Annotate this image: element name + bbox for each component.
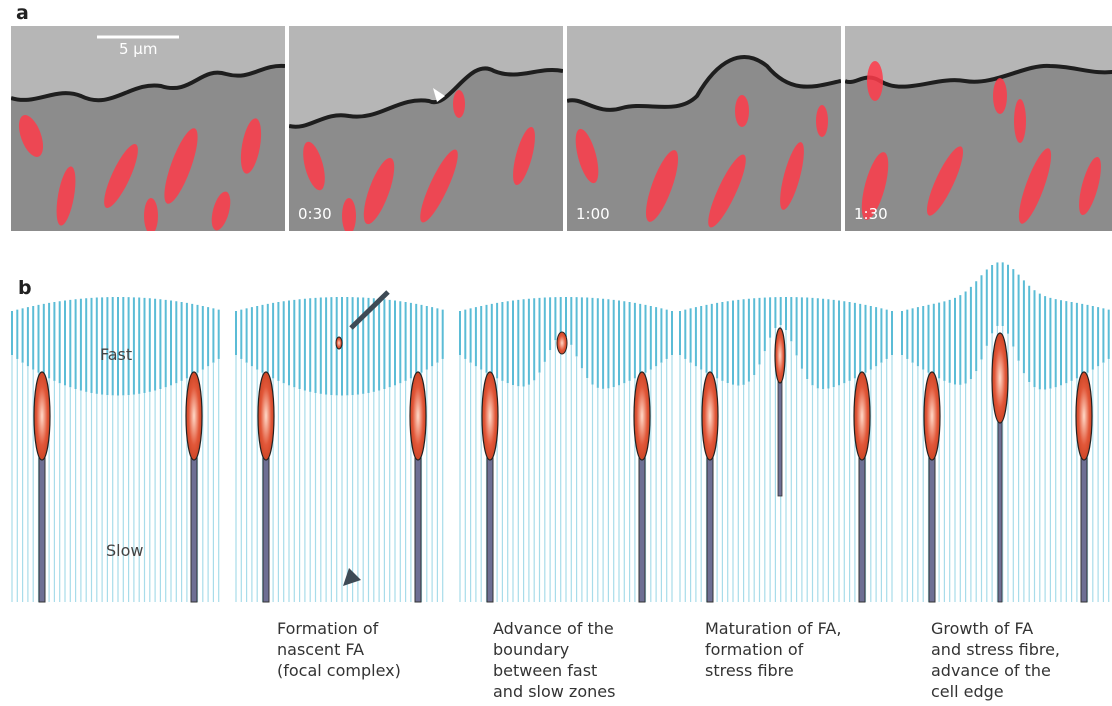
frame-timestamp: 1:00 [576, 205, 610, 223]
caption-stage-2: Formation of nascent FA (focal complex) [277, 619, 401, 680]
focal-adhesion [923, 371, 941, 461]
focal-adhesion [633, 371, 651, 461]
nascent-adhesion [556, 331, 568, 355]
micrograph-frame-3: 1:00 [567, 26, 841, 231]
focal-adhesion [481, 371, 499, 461]
micrograph-frame-4: 1:30 [845, 26, 1112, 231]
caption-stage-5: Growth of FA and stress fibre, advance o… [931, 619, 1061, 701]
stress-fibre [997, 416, 1003, 603]
nascent-adhesion [335, 336, 343, 350]
stress-fibre [190, 452, 198, 603]
panel-b-label: b [18, 277, 32, 299]
fast-zone-label: Fast [100, 345, 133, 364]
stress-fibre [638, 452, 646, 603]
scale-bar-label: 5 μm [119, 40, 158, 58]
stress-fibre [928, 452, 936, 603]
focal-adhesion [409, 371, 427, 461]
focal-adhesion [1075, 371, 1093, 461]
focal-adhesion [257, 371, 275, 461]
arrowhead-marker [433, 88, 445, 102]
micrograph-image [11, 26, 285, 231]
micrograph-frame-2: 0:30 [289, 26, 563, 231]
frame-timestamp: 1:30 [854, 205, 888, 223]
stress-fibre [414, 452, 422, 603]
stress-fibre [706, 452, 714, 603]
focal-adhesion [701, 371, 719, 461]
growing-adhesion [991, 332, 1009, 424]
pointer-arrow-head [343, 568, 361, 586]
focal-adhesion [185, 371, 203, 461]
lamella-diagram [11, 262, 1110, 603]
stress-fibre [262, 452, 270, 603]
growing-adhesion [774, 327, 786, 384]
frame-timestamp: 0:30 [298, 205, 332, 223]
slow-zone-label: Slow [106, 541, 144, 560]
micrograph-frame-1: 5 μm [11, 26, 285, 231]
caption-stage-3: Advance of the boundary between fast and… [493, 619, 616, 701]
micrograph-image [289, 26, 563, 231]
stress-fibre [858, 452, 866, 603]
pointer-arrow-shaft [349, 290, 390, 330]
micrograph-image [845, 26, 1112, 231]
stress-fibre [486, 452, 494, 603]
micrograph-image [567, 26, 841, 231]
caption-stage-4: Maturation of FA, formation of stress fi… [705, 619, 842, 680]
stress-fibre [777, 376, 783, 497]
stress-fibre [38, 452, 46, 603]
focal-adhesion [33, 371, 51, 461]
panel-a-label: a [16, 2, 29, 24]
stress-fibre [1080, 452, 1088, 603]
focal-adhesion [853, 371, 871, 461]
